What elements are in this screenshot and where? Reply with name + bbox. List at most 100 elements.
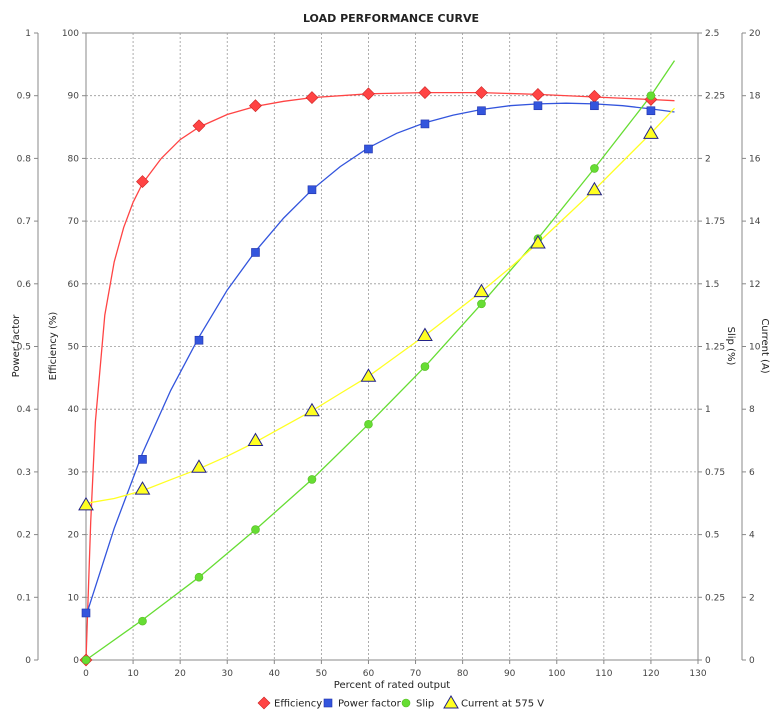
x-axis-label: Percent of rated output bbox=[334, 680, 451, 691]
power-factor-point bbox=[251, 248, 260, 257]
x-tick-label: 100 bbox=[548, 669, 565, 679]
current-axis-label: Current (A) bbox=[759, 318, 770, 373]
slip-point bbox=[646, 91, 656, 100]
efficiency-point bbox=[531, 88, 545, 101]
current-at-575-v-point bbox=[586, 181, 603, 196]
power-factor-point bbox=[477, 106, 486, 116]
current-at-575-v-point bbox=[247, 432, 264, 447]
slip-axis-label: Slip (%) bbox=[725, 327, 736, 366]
legend-current-at-575-v-label: Current at 575 V bbox=[461, 699, 544, 710]
current-tick-label: 0 bbox=[749, 656, 755, 666]
x-tick-label: 30 bbox=[222, 669, 234, 679]
x-tick-label: 90 bbox=[504, 669, 516, 679]
legend-power-factor-label: Power factor bbox=[338, 699, 402, 710]
current-at-575-v-point bbox=[360, 368, 377, 382]
efficiency-point bbox=[475, 86, 488, 99]
current-at-575-v-point bbox=[304, 402, 320, 417]
slip-tick-label: 1.25 bbox=[705, 343, 725, 353]
slip-point bbox=[138, 616, 147, 626]
fit-curves bbox=[85, 60, 676, 661]
legend-slip-label: Slip bbox=[416, 699, 434, 710]
current-at-575-v-point bbox=[473, 283, 490, 298]
power-factor-point bbox=[420, 119, 430, 129]
slip-point bbox=[420, 362, 430, 371]
slip-point bbox=[364, 419, 373, 429]
current-at-575-v-point bbox=[134, 481, 151, 495]
power-factor-point bbox=[646, 106, 656, 116]
x-tick-label: 10 bbox=[127, 669, 139, 679]
efficiency-tick-label: 10 bbox=[68, 593, 80, 603]
power-factor-tick-label: 0.1 bbox=[17, 593, 31, 603]
x-tick-label: 130 bbox=[689, 669, 706, 679]
x-tick-label: 110 bbox=[595, 669, 612, 679]
power-factor-point bbox=[194, 335, 204, 345]
efficiency-point bbox=[418, 86, 432, 99]
power-factor-axis-label: Power factor bbox=[11, 314, 22, 378]
slip-tick-label: 0.5 bbox=[705, 531, 719, 541]
efficiency-tick-label: 0 bbox=[73, 656, 79, 666]
current-at-575-v-point bbox=[191, 459, 207, 473]
efficiency-point bbox=[362, 87, 375, 101]
efficiency-tick-label: 100 bbox=[62, 29, 79, 39]
efficiency-tick-label: 30 bbox=[68, 468, 80, 478]
power-factor-tick-label: 0.3 bbox=[17, 468, 31, 478]
legend-slip-marker bbox=[401, 698, 411, 708]
current-tick-label: 8 bbox=[749, 405, 755, 415]
slip-point bbox=[590, 164, 599, 173]
efficiency-tick-label: 50 bbox=[68, 343, 80, 353]
current-at-575-v-point bbox=[417, 327, 433, 342]
efficiency-point bbox=[249, 99, 262, 113]
power-factor-tick-label: 0.6 bbox=[17, 280, 32, 290]
slip-tick-label: 2 bbox=[705, 154, 711, 164]
legend-current-at-575-v-marker bbox=[443, 695, 459, 709]
power-factor-tick-label: 0.2 bbox=[17, 531, 31, 541]
power-factor-point bbox=[364, 144, 373, 154]
slip-point bbox=[307, 475, 317, 484]
current-at-575-v-point bbox=[643, 125, 659, 139]
efficiency-tick-label: 70 bbox=[68, 217, 80, 227]
current-tick-label: 20 bbox=[749, 29, 761, 39]
slip-tick-label: 2.5 bbox=[705, 29, 719, 39]
slip-tick-label: 0.25 bbox=[705, 593, 725, 603]
efficiency-axis-label: Efficiency (%) bbox=[48, 312, 59, 381]
power-factor-point bbox=[81, 608, 91, 618]
x-tick-label: 120 bbox=[642, 669, 659, 679]
x-tick-label: 50 bbox=[316, 669, 328, 679]
slip-point bbox=[251, 525, 260, 534]
current-tick-label: 14 bbox=[749, 217, 761, 227]
data-markers bbox=[78, 86, 659, 667]
slip-tick-label: 0.75 bbox=[705, 468, 725, 478]
x-tick-label: 60 bbox=[363, 669, 375, 679]
current-tick-label: 2 bbox=[749, 593, 755, 603]
power-factor-tick-label: 0.9 bbox=[17, 92, 32, 102]
current-at-575-v-curve bbox=[85, 107, 675, 504]
power-factor-point bbox=[138, 455, 147, 464]
efficiency-tick-label: 40 bbox=[68, 405, 80, 415]
power-factor-tick-label: 1 bbox=[25, 29, 31, 39]
slip-tick-label: 1.75 bbox=[705, 217, 725, 227]
slip-point bbox=[477, 299, 486, 309]
efficiency-tick-label: 20 bbox=[68, 531, 80, 541]
slip-tick-label: 0 bbox=[705, 656, 711, 666]
power-factor-tick-label: 0.5 bbox=[17, 343, 31, 353]
efficiency-tick-label: 80 bbox=[68, 154, 80, 164]
legend-efficiency-marker bbox=[257, 696, 271, 710]
current-tick-label: 10 bbox=[749, 343, 761, 353]
power-factor-tick-label: 0.4 bbox=[17, 405, 32, 415]
efficiency-point bbox=[305, 91, 319, 105]
power-factor-tick-label: 0.7 bbox=[17, 217, 31, 227]
legend-power-factor-marker bbox=[323, 698, 333, 708]
efficiency-curve bbox=[85, 91, 675, 661]
slip-point bbox=[81, 655, 91, 665]
power-factor-tick-label: 0 bbox=[25, 656, 31, 666]
current-tick-label: 12 bbox=[749, 280, 760, 290]
current-tick-label: 16 bbox=[749, 154, 761, 164]
power-factor-curve bbox=[85, 102, 675, 617]
power-factor-tick-label: 0.8 bbox=[17, 154, 32, 164]
current-at-575-v-point bbox=[530, 235, 546, 249]
efficiency-point bbox=[192, 119, 206, 133]
power-factor-point bbox=[590, 101, 599, 111]
legend: Efficiency Power factor Slip Current at 575… bbox=[257, 695, 544, 710]
efficiency-tick-label: 60 bbox=[68, 280, 80, 290]
